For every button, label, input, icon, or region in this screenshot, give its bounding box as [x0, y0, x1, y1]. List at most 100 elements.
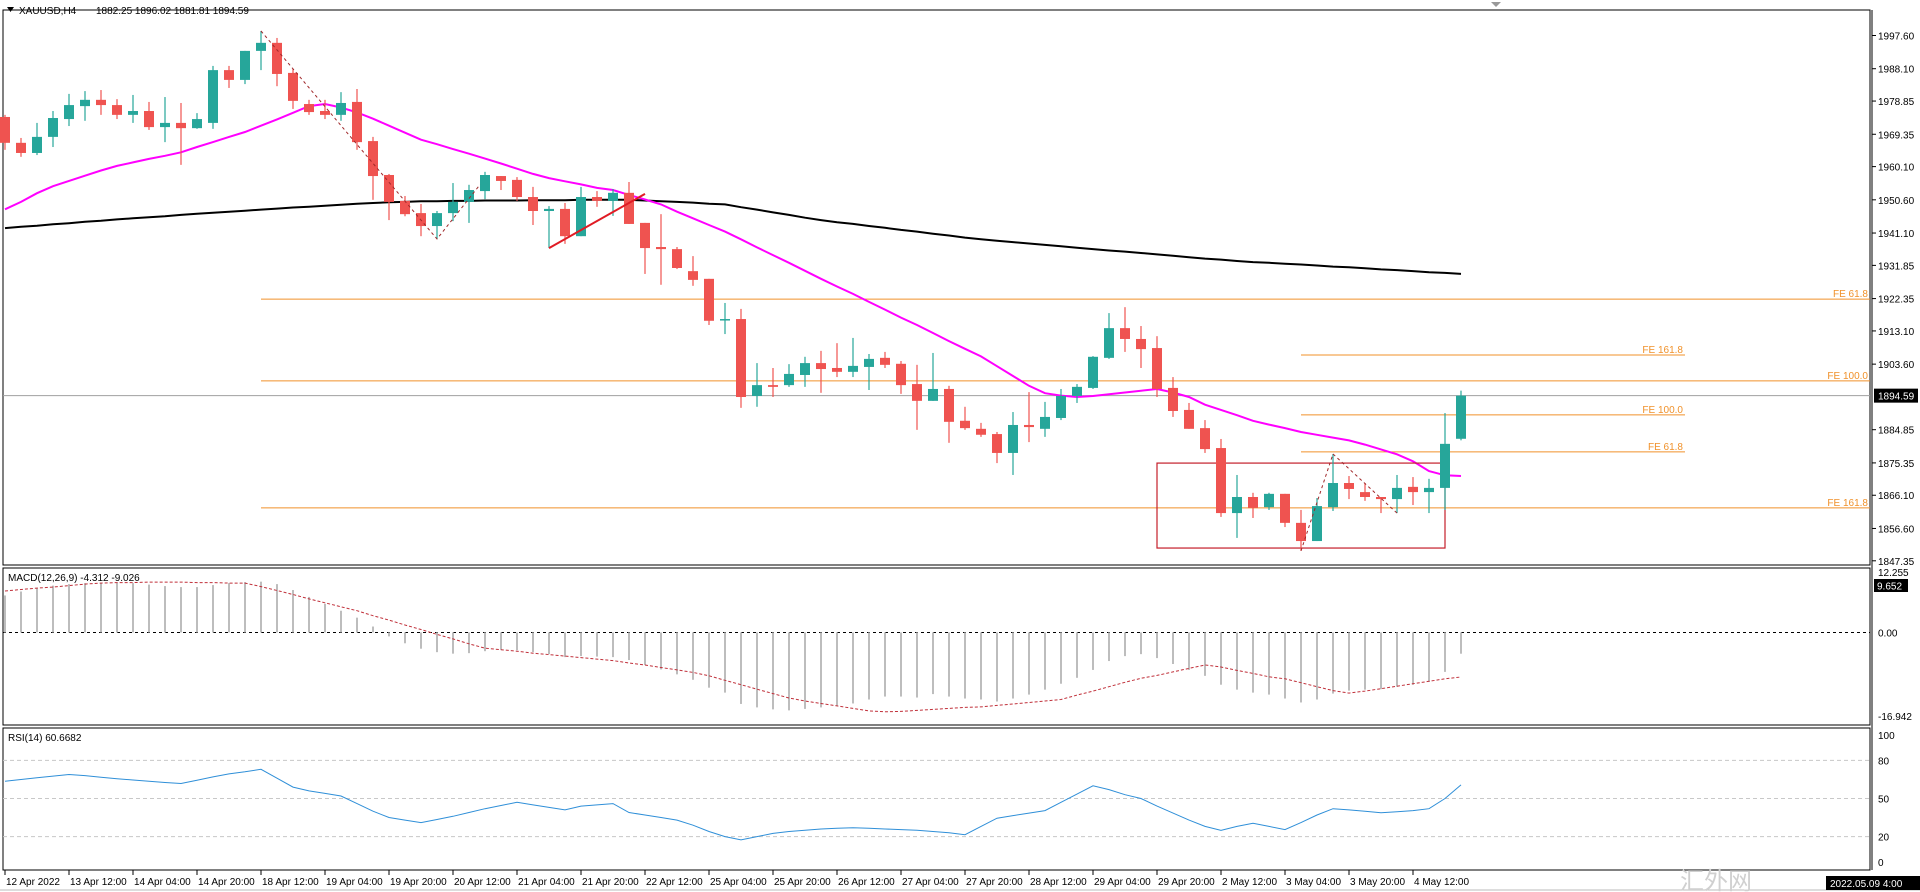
time-tick-label: 27 Apr 20:00 [966, 877, 1023, 888]
candle-body [1216, 448, 1226, 514]
macd-panel-frame [2, 567, 1871, 726]
price-tick-label: 1950.60 [1878, 196, 1915, 207]
candle-body [832, 367, 842, 372]
candle-body [400, 200, 410, 215]
price-tick-label: 1941.10 [1878, 229, 1915, 240]
candle-bullish [1456, 390, 1466, 441]
time-tick-label: 3 May 20:00 [1350, 877, 1405, 888]
candle-body [288, 72, 298, 101]
time-tick-label: 27 Apr 04:00 [902, 877, 959, 888]
price-tick-label: 1978.85 [1878, 97, 1915, 108]
time-tick-label: 12 Apr 2022 [6, 877, 60, 888]
time-tick-label: 25 Apr 20:00 [774, 877, 831, 888]
candle-body [272, 42, 282, 74]
price-tick-label: 1847.35 [1878, 557, 1915, 568]
macd-panel: 12.255 0.00 -16.942 9.652 [3, 568, 1912, 723]
time-tick-label: 4 May 12:00 [1414, 877, 1469, 888]
candle-body [1088, 356, 1098, 388]
candle-body [224, 70, 234, 80]
candle-bearish [1024, 392, 1034, 443]
candle-bearish [560, 202, 570, 244]
price-tick-label: 1922.35 [1878, 295, 1915, 306]
price-tick-label: 1969.35 [1878, 130, 1915, 141]
candle-body [16, 142, 26, 153]
candle-body [0, 116, 10, 143]
candle-bullish [576, 186, 586, 237]
candle-bullish [1424, 478, 1434, 514]
candle-bullish [432, 211, 442, 239]
candle-bearish [96, 90, 106, 115]
price-tick-label: 1866.10 [1878, 491, 1915, 502]
candle-bearish [816, 350, 826, 393]
candle-bearish [1344, 476, 1354, 500]
last-price-box [1874, 388, 1918, 403]
candle-body [192, 119, 202, 129]
candle-bearish [352, 88, 362, 150]
candle-body [1264, 493, 1274, 508]
candle-body [816, 363, 826, 370]
candle-bearish [1376, 496, 1386, 514]
candle-bearish [896, 360, 906, 394]
candle-body [112, 105, 122, 115]
fibo-expansion-short-label: FE 61.8 [1648, 442, 1683, 453]
rsi-panel: 100 80 50 20 0 [3, 731, 1895, 869]
candle-bearish [704, 278, 714, 325]
candle-bearish [144, 101, 154, 130]
candle-body [896, 363, 906, 386]
candle-body [1040, 416, 1050, 429]
time-tick-label: 29 Apr 20:00 [1158, 877, 1215, 888]
candle-body [240, 50, 250, 80]
candle-bullish [1264, 492, 1274, 510]
price-tick-label: 1875.35 [1878, 459, 1915, 470]
candle-body [1296, 522, 1306, 542]
candle-body [1312, 506, 1322, 542]
chart-shift-marker-icon[interactable] [1491, 2, 1501, 7]
trendline [548, 193, 646, 249]
candle-bearish [1136, 326, 1146, 368]
candle-body [592, 197, 602, 201]
candle-body [848, 365, 858, 372]
candle-bearish [992, 431, 1002, 464]
candle-body [960, 420, 970, 429]
candle-bullish [464, 184, 474, 223]
fibo-expansion-short-label: FE 100.0 [1642, 405, 1683, 416]
candle-body [976, 428, 986, 435]
candle-body [48, 118, 58, 137]
candle-body [640, 222, 650, 249]
candle-body [1056, 395, 1066, 418]
macd-tick-label: -16.942 [1878, 712, 1912, 723]
time-tick-label: 13 Apr 12:00 [70, 877, 127, 888]
price-tick-label: 1960.10 [1878, 163, 1915, 174]
candle-body [1456, 395, 1466, 439]
candle-bullish [32, 122, 42, 156]
candle-bullish [1056, 388, 1066, 421]
candle-bearish [1248, 492, 1258, 518]
rsi-label: RSI(14) 60.6682 [8, 733, 82, 744]
candle-body [1360, 492, 1370, 497]
candle-body [624, 192, 634, 224]
candle-body [1008, 424, 1018, 453]
candle-bearish [400, 195, 410, 217]
candle-bullish [1040, 401, 1050, 437]
candle-bullish [336, 92, 346, 121]
candle-bearish [496, 176, 506, 191]
rsi-tick-label: 20 [1878, 833, 1890, 844]
candle-bullish [48, 111, 58, 148]
candle-body [1184, 409, 1194, 429]
candle-body [608, 192, 618, 201]
time-tick-label: 18 Apr 12:00 [262, 877, 319, 888]
candle-body [1376, 496, 1386, 500]
candle-body [912, 384, 922, 401]
collapse-triangle-icon[interactable] [7, 7, 14, 12]
candle-body [944, 388, 954, 422]
candle-body [128, 111, 138, 115]
candle-body [256, 42, 266, 51]
candle-body [1024, 424, 1034, 428]
candle-bearish [1184, 402, 1194, 429]
candle-bearish [1200, 420, 1210, 453]
candle-bullish [1328, 453, 1338, 511]
candle-bearish [736, 308, 746, 408]
candle-body [720, 319, 730, 321]
